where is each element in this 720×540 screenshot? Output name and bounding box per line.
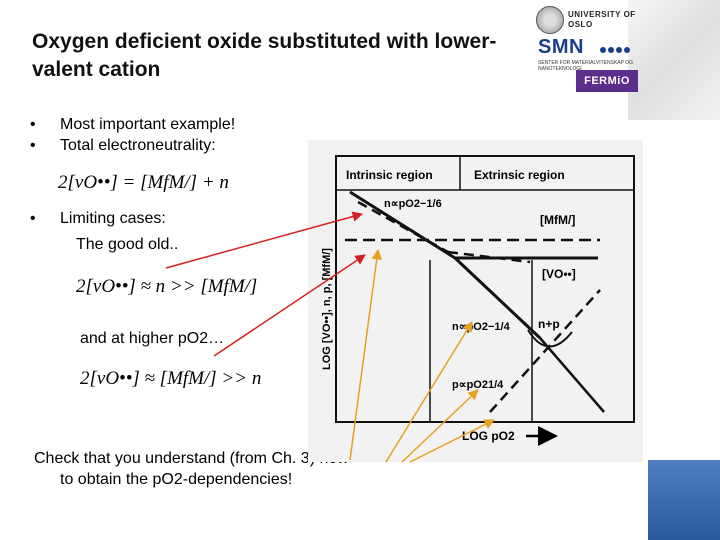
region-extrinsic-label: Extrinsic region — [474, 168, 565, 182]
red-arrow-vo — [213, 254, 366, 357]
bullet-dot: • — [30, 137, 36, 154]
orange-arrow-n-mid — [385, 321, 473, 463]
n-mid-label: n∝pO2−1/4 — [452, 321, 511, 333]
orange-arrow-po2 — [409, 419, 495, 463]
vo-label: [VO••] — [542, 267, 576, 281]
higher-po2-text: and at higher pO2… — [80, 330, 225, 347]
bullet-item: • Total electroneutrality: — [30, 135, 235, 156]
note-text: Check that you understand (from Ch. 3) h… — [34, 448, 414, 490]
university-name: UNIVERSITY OF OSLO — [568, 10, 636, 29]
statue-image — [628, 0, 720, 120]
n-curve-tail — [539, 337, 605, 413]
smn-subtitle: SENTER FOR MATERIALVITENSKAP OG NANOTEKN… — [538, 60, 634, 72]
diagram-background — [308, 140, 643, 462]
vo-dashed-line-right — [447, 250, 531, 264]
vo-dashed-line-left — [357, 200, 449, 254]
orange-arrow-p — [401, 389, 479, 463]
university-seal-icon — [536, 6, 564, 34]
x-axis-label: LOG pO2 — [462, 429, 515, 443]
limiting-case-low-po2-equation: 2[vO••] ≈ n >> [MfM/] — [76, 276, 258, 297]
region-intrinsic-label: Intrinsic region — [346, 168, 433, 182]
limiting-case-high-po2-equation: 2[vO••] ≈ [MfM/] >> n — [80, 368, 262, 389]
np-label: n+p — [538, 317, 560, 331]
note-line-2: to obtain the pO2-dependencies! — [60, 471, 293, 488]
y-axis-label: LOG [VO••], n, p, [MfM/] — [321, 248, 333, 370]
p-dashed-line — [489, 289, 601, 413]
n-top-label: n∝pO2−1/6 — [384, 198, 442, 210]
mf-label: [MfM/] — [540, 213, 575, 227]
bullet-text: Total electroneutrality: — [60, 137, 216, 154]
slide-title: Oxygen deficient oxide substituted with … — [32, 30, 497, 81]
orange-arrow-mf — [349, 248, 382, 461]
red-arrow-n — [165, 211, 364, 269]
smn-logo: SMN — [538, 36, 584, 58]
note-line-1: Check that you understand (from Ch. 3) h… — [34, 450, 349, 467]
fermio-logo: FERMiO — [576, 70, 638, 92]
logo-area: UNIVERSITY OF OSLO SMN SENTER FOR MATERI… — [534, 4, 720, 104]
bullet-text: Limiting cases: — [60, 210, 166, 227]
footer-image — [648, 460, 720, 540]
bullet-list: • Most important example! • Total electr… — [30, 114, 235, 229]
bullet-text: Most important example! — [60, 116, 236, 133]
bullet-item: • Most important example! — [30, 114, 235, 135]
np-curve — [527, 329, 573, 348]
smn-dots-icon — [600, 40, 632, 58]
n-curve-steep — [453, 256, 542, 340]
bullet-dot: • — [30, 116, 36, 133]
bullet-dot: • — [30, 210, 36, 227]
good-old-text: The good old.. — [76, 236, 179, 253]
p-label: p∝pO21/4 — [452, 379, 504, 391]
bullet-item: • Limiting cases: — [30, 208, 235, 229]
electroneutrality-equation: 2[vO••] = [MfM/] + n — [58, 172, 229, 193]
